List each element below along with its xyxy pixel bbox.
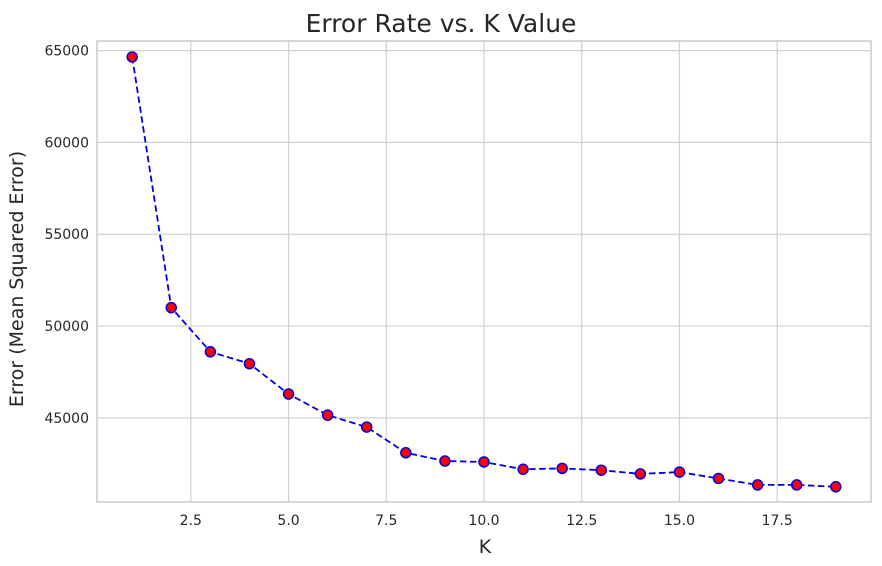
data-point bbox=[634, 468, 647, 480]
data-point bbox=[321, 409, 334, 421]
x-tick-label: 12.5 bbox=[566, 513, 597, 529]
data-point bbox=[204, 346, 217, 358]
y-tick-labels: 45000 50000 55000 60000 65000 bbox=[44, 44, 89, 427]
x-tick-label: 2.5 bbox=[180, 513, 202, 529]
data-point bbox=[282, 388, 295, 400]
x-tick-label: 5.0 bbox=[277, 513, 299, 529]
y-tick-label: 65000 bbox=[44, 44, 89, 60]
data-point bbox=[673, 466, 686, 478]
data-point bbox=[712, 472, 725, 485]
data-point bbox=[595, 464, 608, 476]
x-tick-labels: 2.5 5.0 7.5 10.0 12.5 15.0 17.5 bbox=[180, 513, 793, 529]
y-tick-label: 45000 bbox=[44, 411, 89, 427]
data-point bbox=[830, 481, 842, 493]
data-point bbox=[400, 447, 412, 459]
x-tick-label: 15.0 bbox=[664, 513, 695, 529]
data-point bbox=[165, 301, 178, 314]
chart-title: Error Rate vs. K Value bbox=[306, 9, 577, 38]
data-point bbox=[517, 463, 529, 476]
series-layer bbox=[126, 51, 842, 493]
grid bbox=[97, 41, 871, 502]
data-point bbox=[751, 479, 764, 491]
data-point bbox=[556, 462, 568, 475]
y-tick-label: 50000 bbox=[44, 319, 89, 335]
x-tick-label: 17.5 bbox=[762, 513, 793, 529]
y-axis-label: Error (Mean Squared Error) bbox=[6, 151, 28, 407]
data-point bbox=[126, 51, 138, 63]
x-tick-label: 10.0 bbox=[468, 513, 499, 529]
y-tick-label: 55000 bbox=[44, 227, 89, 243]
data-point bbox=[243, 357, 256, 370]
y-tick-label: 60000 bbox=[44, 135, 89, 151]
data-point bbox=[478, 456, 490, 468]
data-point bbox=[439, 455, 451, 467]
plot-frame bbox=[96, 40, 872, 503]
x-tick-label: 7.5 bbox=[375, 513, 397, 529]
data-point bbox=[360, 421, 373, 433]
data-point bbox=[790, 479, 803, 491]
x-axis-label: K bbox=[479, 536, 492, 558]
